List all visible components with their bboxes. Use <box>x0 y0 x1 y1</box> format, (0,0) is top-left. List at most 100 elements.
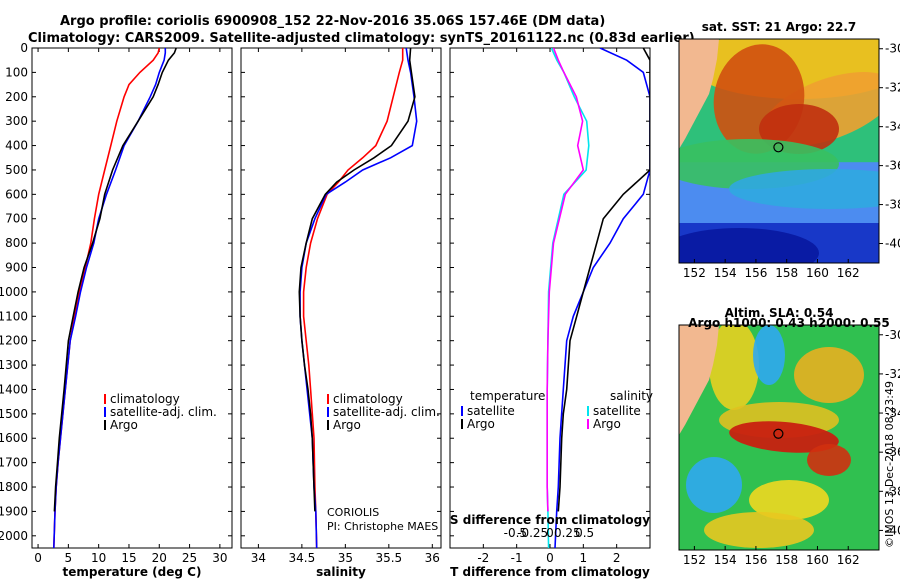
lon-tick-label: 158 <box>775 553 798 567</box>
lon-tick-label: 162 <box>837 553 860 567</box>
depth-tick-label: 1300 <box>0 358 28 372</box>
depth-tick-label: 300 <box>5 114 28 128</box>
legend-entry: satellite <box>593 404 641 418</box>
s-diff-tick-label: 0 <box>546 526 554 540</box>
depth-tick-label: 0 <box>20 41 28 55</box>
depth-tick-label: 1600 <box>0 431 28 445</box>
sla_map-title: Altim. SLA: 0.54 <box>725 306 834 320</box>
institution-label: CORIOLIS <box>327 506 379 519</box>
salinity-panel: 34 34.5 35 35.5 36 salinity climatologysatelli… <box>240 47 442 579</box>
sla_map-field <box>679 325 879 550</box>
depth-tick-label: 1200 <box>0 334 28 348</box>
legend-left-title: temperature <box>470 389 545 403</box>
legend-entry: satellite-adj. clim. <box>333 405 440 419</box>
difference-x-tick-label: 1 <box>580 551 588 565</box>
sla-map: 152 154 156 158 160 162 -30 -32 -34 -36 -38 -40 Alti… <box>678 306 900 567</box>
lat-tick-label: -38 <box>885 484 900 498</box>
lat-tick-label: -40 <box>885 523 900 537</box>
lon-tick-label: 160 <box>806 553 829 567</box>
depth-tick-label: 2000 <box>0 529 28 543</box>
float-location-marker <box>773 428 784 439</box>
lon-tick-label: 160 <box>806 266 829 280</box>
lat-tick-label: -34 <box>885 406 900 420</box>
temperature-x-tick-label: 10 <box>91 551 106 565</box>
s-diff-tick-label: -0.25 <box>517 526 548 540</box>
temperature-panel: 0100200300400500600700800900100011001200… <box>0 41 233 579</box>
lon-tick-label: 152 <box>683 266 706 280</box>
series-argo-salinity-line <box>546 48 585 512</box>
depth-tick-label: 700 <box>5 212 28 226</box>
difference-x-tick-label: 0 <box>546 551 554 565</box>
series-climatology-line <box>302 48 404 548</box>
lon-tick-label: 152 <box>683 553 706 567</box>
land-mass <box>679 325 719 435</box>
difference-x-tick-label: -1 <box>511 551 523 565</box>
series-satellite-line <box>554 48 650 548</box>
depth-tick-label: 100 <box>5 65 28 79</box>
lat-tick-label: -30 <box>885 42 900 56</box>
difference-x-tick-label: -2 <box>477 551 489 565</box>
lat-tick-label: -36 <box>885 159 900 173</box>
depth-tick-label: 1900 <box>0 504 28 518</box>
depth-tick-label: 600 <box>5 187 28 201</box>
legend-entry: climatology <box>333 392 403 406</box>
lon-tick-label: 162 <box>837 266 860 280</box>
depth-tick-label: 900 <box>5 261 28 275</box>
land-mass <box>679 39 719 149</box>
temperature-x-tick-label: 25 <box>182 551 197 565</box>
lon-tick-label: 156 <box>744 266 767 280</box>
lat-tick-label: -34 <box>885 120 900 134</box>
temperature-x-tick-label: 0 <box>34 551 42 565</box>
lon-tick-label: 156 <box>744 553 767 567</box>
depth-tick-label: 400 <box>5 139 28 153</box>
salinity-x-tick-label: 35 <box>338 551 353 565</box>
sst_map-field <box>679 39 879 263</box>
series-argo-line <box>298 48 416 512</box>
s-diff-tick-label: 0.25 <box>554 526 581 540</box>
temperature-x-axis-label: temperature (deg C) <box>63 565 202 579</box>
legend-entry: climatology <box>110 392 180 406</box>
depth-tick-label: 200 <box>5 90 28 104</box>
depth-tick-label: 1500 <box>0 407 28 421</box>
salinity-x-tick-label: 34.5 <box>289 551 316 565</box>
lon-tick-label: 158 <box>775 266 798 280</box>
sst-map: 152 154 156 158 160 162 -30 -32 -34 -36 -38 -40 sat.… <box>678 20 900 280</box>
legend-entry: Argo <box>593 417 621 431</box>
series-argo-line <box>557 48 650 512</box>
lat-tick-label: -38 <box>885 198 900 212</box>
title-line-1: Argo profile: coriolis 6900908_152 22-No… <box>60 14 605 29</box>
difference-frame <box>449 47 651 549</box>
legend-right-title: salinity <box>610 389 653 403</box>
salinity-frame <box>240 47 442 549</box>
difference-panel: -2 -1 0 1 2T difference from climatology -0.5… <box>449 47 653 579</box>
lon-tick-label: 154 <box>714 553 737 567</box>
sst_map-title: sat. SST: 21 Argo: 22.7 <box>702 20 856 34</box>
s-diff-tick-label: 0.5 <box>575 526 594 540</box>
depth-tick-label: 500 <box>5 163 28 177</box>
sla_map-subtitle: Argo h1000: 0.43 h2000: 0.55 <box>688 316 889 330</box>
lon-tick-label: 154 <box>714 266 737 280</box>
pi-label: PI: Christophe MAES <box>327 520 438 533</box>
depth-tick-label: 1800 <box>0 480 28 494</box>
depth-tick-label: 1000 <box>0 285 28 299</box>
float-location-marker <box>773 142 784 153</box>
s-diff-axis-label: S difference from climatology <box>450 513 650 527</box>
temperature-x-tick-label: 20 <box>152 551 167 565</box>
legend-entry: Argo <box>110 418 138 432</box>
legend-entry: satellite-adj. clim. <box>110 405 217 419</box>
lat-tick-label: -30 <box>885 328 900 342</box>
depth-tick-label: 1700 <box>0 456 28 470</box>
temperature-x-tick-label: 30 <box>212 551 227 565</box>
lat-tick-label: -36 <box>885 445 900 459</box>
salinity-x-tick-label: 36 <box>425 551 440 565</box>
lat-tick-label: -40 <box>885 237 900 251</box>
salinity-x-axis-label: salinity <box>316 565 366 579</box>
temperature-x-tick-label: 15 <box>121 551 136 565</box>
difference-x-axis-label: T difference from climatology <box>450 565 650 579</box>
temperature-x-tick-label: 5 <box>65 551 73 565</box>
salinity-x-tick-label: 35.5 <box>375 551 402 565</box>
salinity-x-tick-label: 34 <box>251 551 266 565</box>
series-satellite-adj-clim--line <box>53 48 167 548</box>
difference-x-tick-label: 2 <box>613 551 621 565</box>
